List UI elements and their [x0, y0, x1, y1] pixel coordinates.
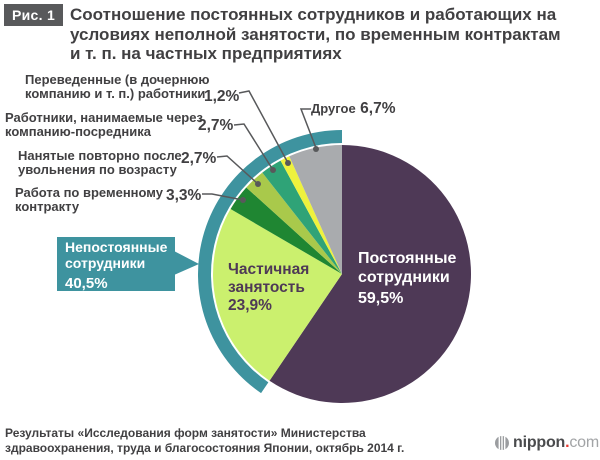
- pie-slice: [269, 145, 471, 403]
- leader-line-rehired: [216, 155, 259, 185]
- pct-agency: 2,7%: [198, 117, 234, 134]
- non-permanent-ring: [198, 130, 342, 394]
- pie-slice: [246, 172, 342, 274]
- leader-dot-temp-contract: [240, 197, 246, 203]
- leader-dot-other: [313, 146, 319, 152]
- leader-dot-agency: [270, 167, 276, 173]
- pie-slice: [212, 209, 342, 381]
- leader-dots: [240, 146, 319, 203]
- callout-arrow: [174, 251, 199, 275]
- slice-label-parttime: Частичная занятость: [228, 261, 310, 296]
- leader-dot-rehired: [255, 181, 261, 187]
- label-other: Другое 6,7%: [311, 100, 396, 117]
- nippon-logo[interactable]: nippon.com: [494, 434, 599, 452]
- slice-pct-permanent: 59,5%: [358, 290, 404, 307]
- leader-dot-transferred: [285, 160, 291, 166]
- nippon-logo-text: nippon.com: [513, 434, 600, 451]
- label-temp-contract: Работа по временному контракту: [15, 185, 163, 214]
- label-rehired: Нанятые повторно после увольнения по воз…: [18, 148, 182, 177]
- leader-line-agency: [233, 123, 274, 171]
- pct-temp-contract: 3,3%: [166, 187, 202, 204]
- figure-number-badge: Рис. 1: [4, 4, 64, 26]
- source-note: Результаты «Исследования форм занятости»…: [5, 426, 405, 455]
- pie-slice: [262, 160, 342, 274]
- non-permanent-label: Непостоянные сотрудники: [65, 239, 168, 271]
- pct-transferred: 1,2%: [204, 88, 240, 105]
- figure-title-line: и т. п. на частных предприятиях: [70, 44, 342, 63]
- figure-title: Соотношение постоянных сотрудников и раб…: [70, 5, 595, 64]
- leader-lines: [202, 90, 317, 201]
- non-permanent-callout: Непостоянные сотрудники 40,5%: [57, 237, 175, 292]
- non-permanent-pct: 40,5%: [65, 275, 108, 292]
- leader-line-transferred: [238, 90, 289, 164]
- slice-pct-parttime: 23,9%: [228, 297, 272, 314]
- figure-title-line: условиях неполной занятости, по временны…: [70, 24, 561, 44]
- label-transferred: Переведенные (в дочернюю компанию и т. п…: [25, 72, 210, 101]
- pie-slices: [212, 145, 471, 403]
- nippon-logo-icon: [495, 435, 509, 451]
- pie-slice: [289, 145, 342, 274]
- pct-rehired: 2,7%: [181, 150, 217, 167]
- label-agency: Работники, нанимаемые через компанию-пос…: [5, 110, 203, 139]
- pie-slice: [230, 187, 342, 274]
- figure-title-line: Соотношение постоянных сотрудников и раб…: [70, 5, 557, 24]
- pie-slice: [280, 156, 342, 274]
- non-permanent-ring-arc: [198, 130, 342, 394]
- slice-label-permanent: Постоянные сотрудники: [358, 250, 457, 286]
- leader-line-temp-contract: [202, 193, 244, 201]
- leader-line-other: [299, 108, 317, 149]
